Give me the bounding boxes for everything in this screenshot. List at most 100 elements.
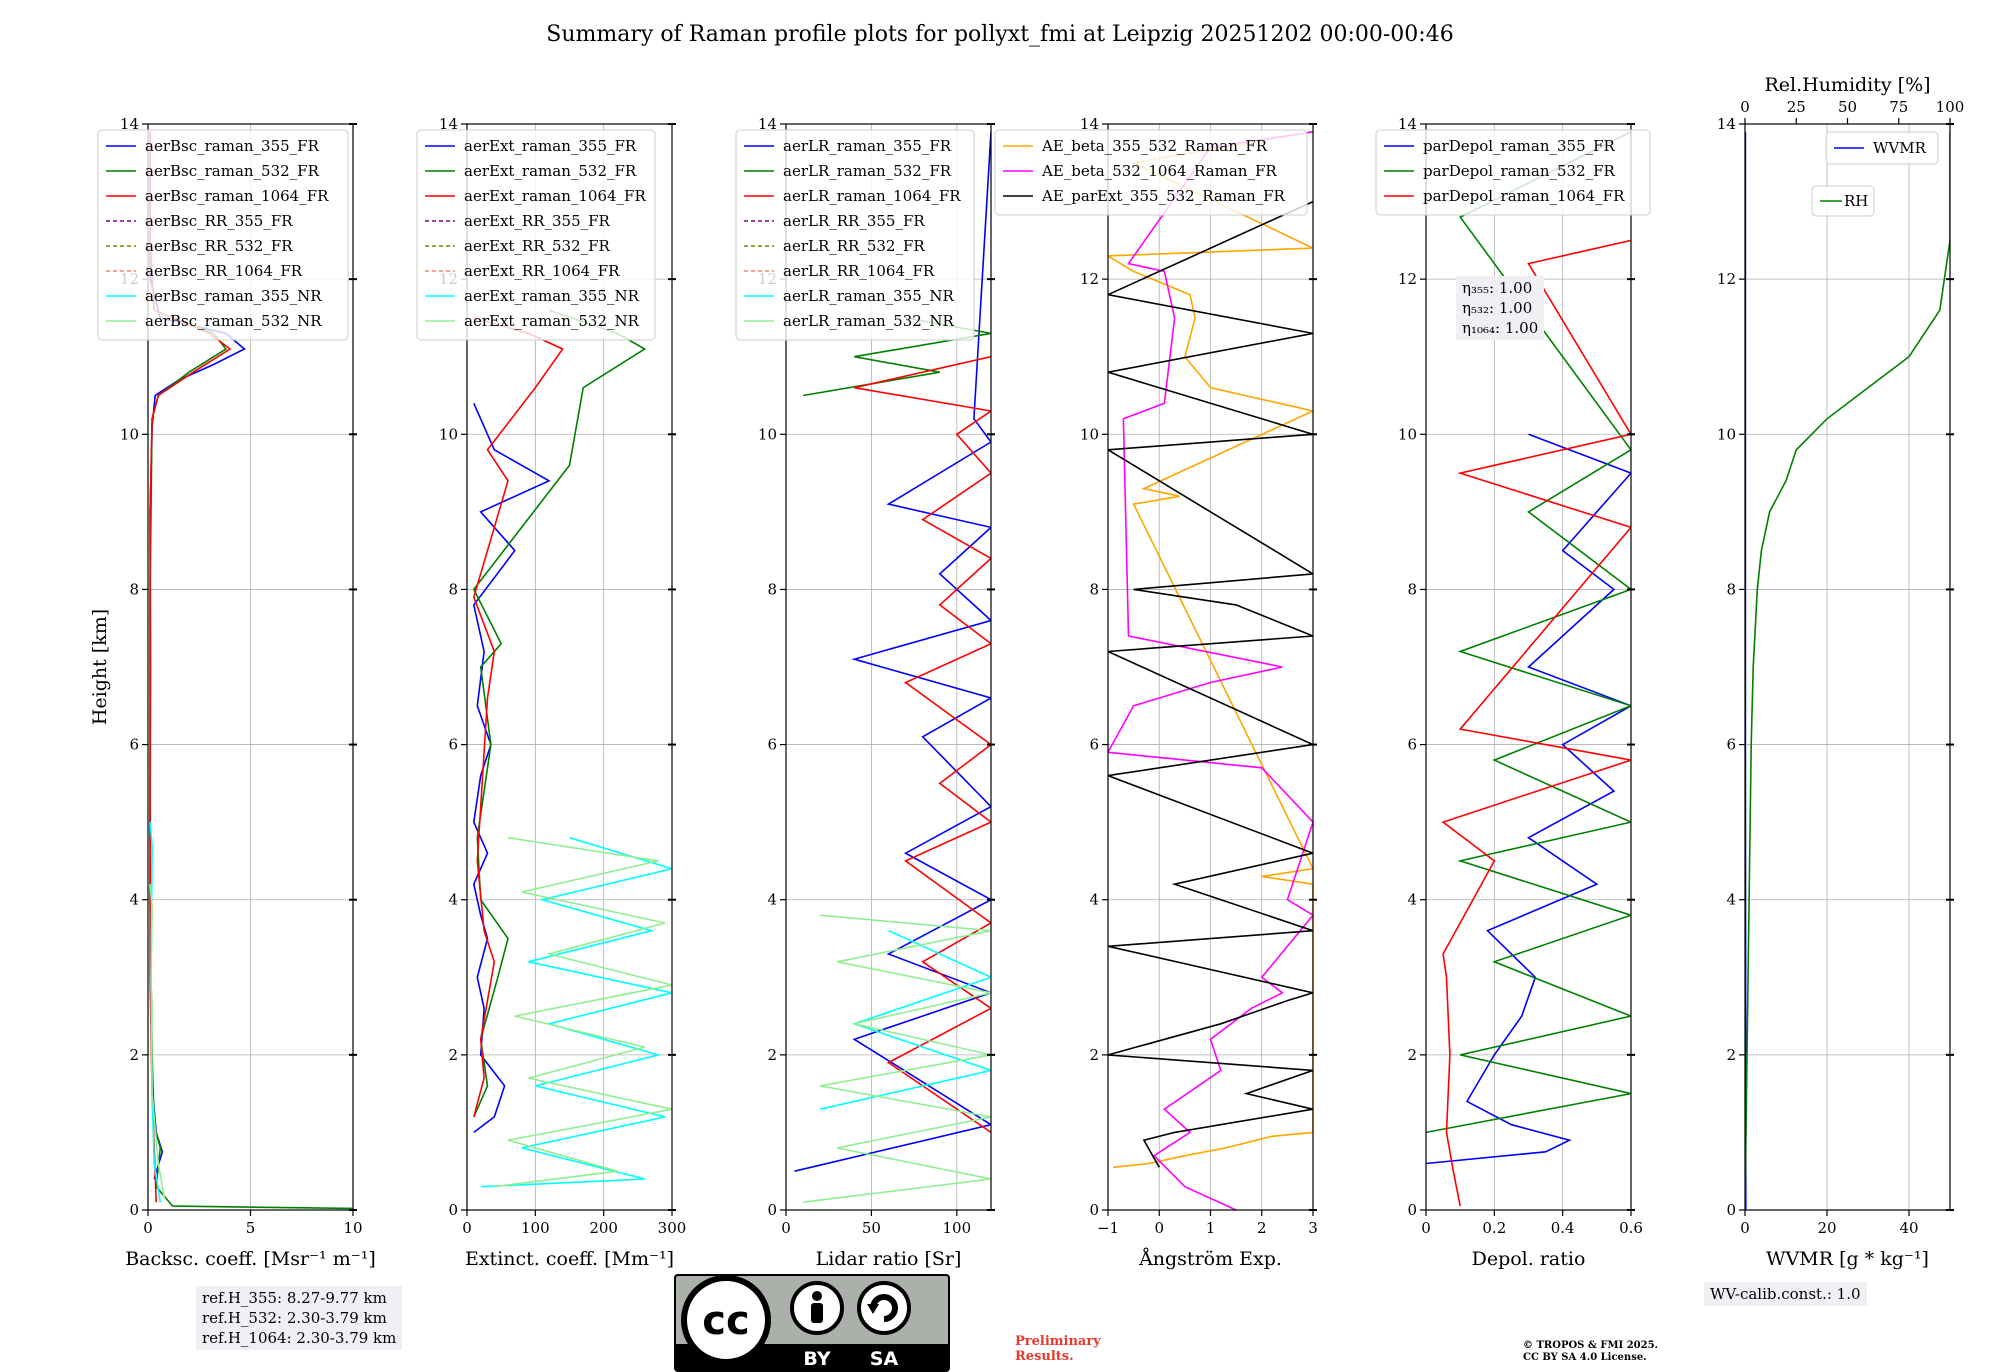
y-tick-label: 0 (1726, 1201, 1736, 1219)
legend: AE_beta_355_532_Raman_FRAE_beta_532_1064… (995, 130, 1307, 215)
x-tick-label: 300 (658, 1219, 687, 1237)
y-tick-label: 4 (1407, 891, 1417, 909)
legend-label: aerLR_raman_1064_FR (783, 187, 961, 205)
copyright-line-1: © TROPOS & FMI 2025. (1523, 1340, 1658, 1352)
legend-label: aerBsc_RR_532_FR (145, 237, 293, 255)
legend-label: aerLR_RR_1064_FR (783, 262, 935, 280)
y-tick-label: 2 (1089, 1046, 1099, 1064)
legend-label: aerExt_raman_532_FR (464, 162, 637, 180)
legend-label: aerExt_RR_355_FR (464, 212, 611, 230)
y-tick-label: 12 (1717, 270, 1736, 288)
legend-label: aerLR_raman_355_NR (783, 287, 954, 305)
x-axis-label: Ångström Exp. (1138, 1248, 1282, 1270)
y-tick-label: 6 (1726, 736, 1736, 754)
y-tick-label: 10 (758, 425, 777, 443)
sa-share-icon (859, 1283, 909, 1333)
legend: WVMR (1826, 132, 1938, 164)
series-line-RH (1745, 132, 1950, 1210)
axes-frame (1745, 124, 1950, 1210)
y-tick-label: 12 (1080, 270, 1099, 288)
legend-label: RH (1844, 192, 1868, 210)
legend-label: aerBsc_raman_1064_FR (145, 187, 329, 205)
y-tick-label: 8 (1089, 580, 1099, 598)
series-line-aerExt_raman_355_NR (481, 838, 672, 1187)
y-tick-label: 8 (129, 580, 139, 598)
y-tick-label: 0 (767, 1201, 777, 1219)
legend-label: aerBsc_RR_355_FR (145, 212, 293, 230)
legend-label: aerLR_raman_532_NR (783, 312, 954, 330)
y-tick-label: 6 (1089, 736, 1099, 754)
y-tick-label: 10 (1717, 425, 1736, 443)
y-tick-label: 8 (1726, 580, 1736, 598)
x-tick-label: 1 (1206, 1219, 1216, 1237)
y-tick-label: 0 (1089, 1201, 1099, 1219)
y-tick-label: 2 (448, 1046, 458, 1064)
y-tick-label: 0 (1407, 1201, 1417, 1219)
x-tick-label: 200 (589, 1219, 618, 1237)
legend-label: aerBsc_raman_355_FR (145, 137, 320, 155)
copyright-note: © TROPOS & FMI 2025. CC BY SA 4.0 Licens… (1523, 1340, 1658, 1364)
y-tick-label: 2 (1726, 1046, 1736, 1064)
legend-label: aerExt_raman_1064_FR (464, 187, 646, 205)
eta-355: η₃₅₅: 1.00 (1462, 278, 1538, 298)
x-tick-label: 50 (862, 1219, 881, 1237)
y-tick-label: 2 (767, 1046, 777, 1064)
x-tick-label: 100 (943, 1219, 972, 1237)
x-tick-label: 10 (343, 1219, 362, 1237)
y-tick-label: 8 (1407, 580, 1417, 598)
x-tick-label: 100 (521, 1219, 550, 1237)
legend-label: aerExt_raman_355_NR (464, 287, 640, 305)
x-tick-label: 3 (1308, 1219, 1318, 1237)
legend-label: aerBsc_raman_532_FR (145, 162, 320, 180)
series-line-aerLR_raman_355_NR (820, 931, 991, 1109)
legend-label: aerExt_RR_532_FR (464, 237, 611, 255)
x-tick-label: 20 (1817, 1219, 1836, 1237)
panel-lr: 05010002468101214Lidar ratio [Sr]aerLR_r… (736, 115, 995, 1270)
x-axis-label: Lidar ratio [Sr] (816, 1248, 962, 1270)
x-tick-label: 0 (1154, 1219, 1164, 1237)
legend-label: aerExt_raman_532_NR (464, 312, 640, 330)
y-tick-label: 0 (448, 1201, 458, 1219)
y-tick-label: 14 (1717, 115, 1736, 133)
series-line-parDepol_raman_1064_FR (1443, 240, 1631, 1206)
legend: aerLR_raman_355_FRaerLR_raman_532_FRaerL… (736, 130, 974, 340)
y-tick-label: 12 (1398, 270, 1417, 288)
x-tick-label: 0 (1421, 1219, 1431, 1237)
legend-label: parDepol_raman_355_FR (1423, 137, 1616, 155)
legend-label: AE_parExt_355_532_Raman_FR (1041, 187, 1286, 205)
series-line-parDepol_raman_355_FR (1426, 434, 1631, 1163)
x-tick-label: 0.6 (1619, 1219, 1643, 1237)
panel-bsc: 051002468101214Backsc. coeff. [Msr⁻¹ m⁻¹… (89, 115, 376, 1270)
cc-mark-text: cc (702, 1298, 749, 1344)
legend-label: aerLR_RR_355_FR (783, 212, 925, 230)
eta-1064: η₁₀₆₄: 1.00 (1462, 318, 1538, 338)
x-axis-label: Backsc. coeff. [Msr⁻¹ m⁻¹] (125, 1248, 376, 1270)
copyright-line-2: CC BY SA 4.0 License. (1523, 1352, 1658, 1364)
ref-height-box: ref.H_355: 8.27-9.77 km ref.H_532: 2.30-… (196, 1286, 402, 1350)
y-tick-label: 4 (129, 891, 139, 909)
y-tick-label: 10 (120, 425, 139, 443)
x-tick-label: 40 (1899, 1219, 1918, 1237)
legend-label: aerBsc_raman_532_NR (145, 312, 322, 330)
y-tick-label: 4 (767, 891, 777, 909)
y-tick-label: 4 (448, 891, 458, 909)
x-tick-label: 0.4 (1551, 1219, 1575, 1237)
legend-label: aerBsc_RR_1064_FR (145, 262, 303, 280)
y-tick-label: 2 (1407, 1046, 1417, 1064)
x-tick-label: 0 (462, 1219, 472, 1237)
y-tick-label: 6 (1407, 736, 1417, 754)
eta-532: η₅₃₂: 1.00 (1462, 298, 1538, 318)
legend-label: aerExt_raman_355_FR (464, 137, 637, 155)
y-tick-label: 10 (1398, 425, 1417, 443)
y-axis-label: Height [km] (89, 609, 111, 725)
ref-h-532: ref.H_532: 2.30-3.79 km (202, 1308, 396, 1328)
ref-h-355: ref.H_355: 8.27-9.77 km (202, 1288, 396, 1308)
legend-label: WVMR (1873, 139, 1927, 157)
y-tick-label: 6 (448, 736, 458, 754)
cc-by-sa-logo: cc BY SA (674, 1274, 950, 1372)
y-tick-label: 0 (129, 1201, 139, 1219)
x-tick-label: −1 (1097, 1219, 1119, 1237)
